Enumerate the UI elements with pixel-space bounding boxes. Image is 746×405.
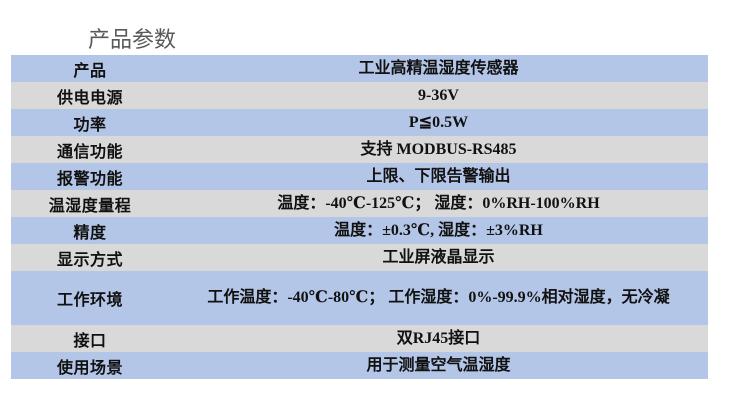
- table-row: 精度 温度：±0.3℃, 湿度：±3%RH: [11, 217, 708, 244]
- row-label: 显示方式: [56, 251, 123, 269]
- table-row: 供电电源 9-36V: [11, 82, 708, 109]
- row-value: 工业高精温湿度传感器: [358, 59, 519, 77]
- section-title: 产品参数: [88, 27, 177, 52]
- table-row: 通信功能 支持 MODBUS-RS485: [11, 136, 708, 163]
- row-value: 双RJ45接口: [396, 329, 481, 347]
- row-label: 精度: [73, 224, 107, 242]
- row-value: 工作温度：-40℃-80℃； 工作湿度：0%-99.9%相对湿度，无冷凝: [207, 289, 670, 306]
- row-label: 温湿度量程: [48, 197, 132, 215]
- table-row: 接口 双RJ45接口: [11, 325, 708, 352]
- row-label: 产品: [73, 62, 107, 80]
- table-row: 温湿度量程 温度：-40℃-125℃； 湿度：0%RH-100%RH: [11, 190, 708, 217]
- row-label: 工作环境: [56, 292, 123, 309]
- row-value: 上限、下限告警输出: [366, 167, 511, 185]
- row-value: 支持 MODBUS-RS485: [360, 140, 517, 158]
- row-label: 接口: [73, 332, 107, 350]
- table-row: 产品 工业高精温湿度传感器: [11, 55, 708, 82]
- table-row: 使用场景 用于测量空气温湿度: [11, 352, 708, 379]
- spec-table: 产品 工业高精温湿度传感器 供电电源 9-36V 功率 P≦0.5W 通信功能 支持 M…: [11, 55, 708, 379]
- row-value: 用于测量空气温湿度: [366, 356, 511, 374]
- row-label: 使用场景: [56, 359, 123, 377]
- table-row: 工作环境 工作温度：-40℃-80℃； 工作湿度：0%-99.9%相对湿度，无冷凝: [11, 271, 708, 325]
- row-label: 供电电源: [56, 89, 123, 107]
- row-label: 报警功能: [56, 170, 123, 188]
- row-label: 功率: [73, 116, 107, 134]
- table-row: 功率 P≦0.5W: [11, 109, 708, 136]
- row-value: 9-36V: [418, 86, 459, 104]
- table-row: 报警功能 上限、下限告警输出: [11, 163, 708, 190]
- table-row: 显示方式 工业屏液晶显示: [11, 244, 708, 271]
- row-value: 工业屏液晶显示: [382, 248, 495, 266]
- row-value: 温度：±0.3℃, 湿度：±3%RH: [334, 221, 543, 239]
- row-value: 温度：-40℃-125℃； 湿度：0%RH-100%RH: [277, 194, 600, 212]
- row-value: P≦0.5W: [408, 113, 469, 131]
- row-label: 通信功能: [56, 143, 123, 161]
